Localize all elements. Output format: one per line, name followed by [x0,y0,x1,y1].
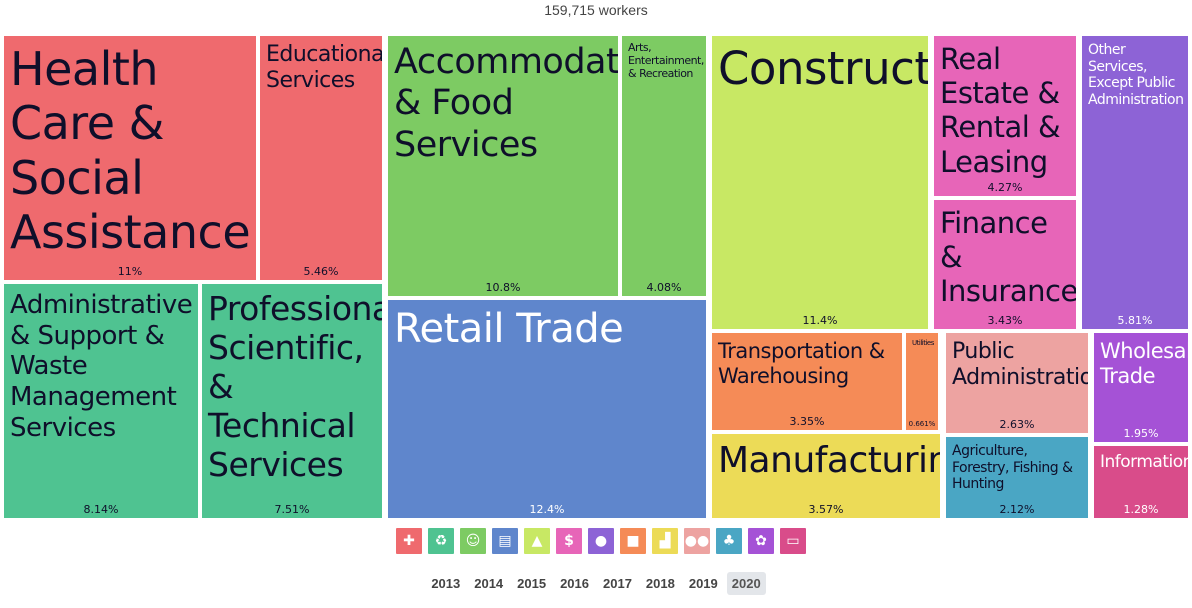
year-2015[interactable]: 2015 [517,576,547,591]
year-selector: 2013 2014 2015 2016 2017 2018 2019 2020 [0,572,1192,595]
treemap-tile[interactable]: Finance & Insurance 3.43% [932,198,1078,331]
truck-icon[interactable]: ■ [620,528,646,554]
health-icon[interactable]: ✚ [396,528,422,554]
treemap-tile[interactable]: Retail Trade 12.4% [386,298,708,520]
treemap-tile[interactable]: Other Services, Except Public Administra… [1080,34,1190,331]
tile-label: Accommodation & Food Services [394,42,620,165]
year-2019[interactable]: 2019 [688,576,718,591]
factory-icon[interactable]: ▟ [652,528,678,554]
tile-label: Agriculture, Forestry, Fishing & Hunting [952,443,1073,493]
person-icon[interactable]: ● [588,528,614,554]
treemap-tile[interactable]: Educational Services 5.46% [258,34,384,282]
tile-percent: 0.661% [908,420,936,428]
tile-percent: 3.57% [808,503,844,516]
tile-label: Educational Services [266,42,384,93]
treemap-tile[interactable]: Construction 11.4% [710,34,930,331]
tile-label: Real Estate & Rental & Leasing [940,42,1061,179]
people-icon[interactable]: ●● [684,528,710,554]
treemap-tile[interactable]: Arts, Entertainment, & Recreation 4.08% [620,34,708,298]
tile-label: Manufacturing [718,440,940,481]
tile-percent: 3.35% [789,415,825,428]
theater-masks-icon[interactable]: ☺ [460,528,486,554]
traffic-cone-icon[interactable]: ▲ [524,528,550,554]
tile-label: Other Services, Except Public Administra… [1088,42,1184,108]
computer-icon[interactable]: ▭ [780,528,806,554]
tile-label: Wholesale Trade [1100,339,1188,388]
money-house-icon[interactable]: $ [556,528,582,554]
tile-label: Arts, Entertainment, & Recreation [628,41,704,80]
treemap-tile[interactable]: Utilities 0.661% [904,331,940,432]
treemap-tile[interactable]: Health Care & Social Assistance 11% [2,34,258,282]
tile-percent: 4.08% [646,281,682,294]
tile-percent: 2.12% [999,503,1035,516]
store-icon[interactable]: ▤ [492,528,518,554]
year-2018[interactable]: 2018 [645,576,675,591]
year-2017[interactable]: 2017 [603,576,632,591]
tile-percent: 10.8% [485,281,521,294]
tile-label: Retail Trade [394,306,624,352]
year-2020[interactable]: 2020 [726,572,766,595]
tile-percent: 11% [117,265,143,278]
flower-icon[interactable]: ✿ [748,528,774,554]
tile-label: Administrative & Support & Waste Managem… [10,290,193,443]
treemap-tile[interactable]: Wholesale Trade 1.95% [1092,331,1190,444]
year-2016[interactable]: 2016 [560,576,589,591]
tile-label: Health Care & Social Assistance [10,42,251,259]
tile-percent: 11.4% [802,314,838,327]
treemap-tile[interactable]: Public Administration 2.63% [944,331,1090,435]
total-workers-label: 159,715 workers [544,2,648,18]
tile-label: Utilities [912,339,934,347]
tile-percent: 2.63% [999,418,1035,431]
tile-percent: 3.43% [987,314,1023,327]
year-2013[interactable]: 2013 [431,576,461,591]
treemap-tile[interactable]: Transportation & Warehousing 3.35% [710,331,904,432]
wheat-icon[interactable]: ♣ [716,528,742,554]
tile-percent: 12.4% [529,503,565,516]
treemap-tile[interactable]: Administrative & Support & Waste Managem… [2,282,200,520]
tile-label: Professional, Scientific, & Technical Se… [208,289,382,484]
year-2014[interactable]: 2014 [474,576,504,591]
tile-percent: 7.51% [274,503,310,516]
tile-percent: 8.14% [83,503,119,516]
tile-label: Finance & Insurance [940,206,1078,309]
tile-label: Information [1100,452,1190,472]
tile-label: Construction [718,42,930,95]
tile-percent: 5.81% [1117,314,1153,327]
tile-percent: 1.28% [1123,503,1159,516]
treemap-tile[interactable]: Real Estate & Rental & Leasing 4.27% [932,34,1078,198]
treemap-tile[interactable]: Information 1.28% [1092,444,1190,520]
industry-icon-bar: ✚ ♻ ☺ ▤ ▲ $ ● ■ ▟ ●● ♣ ✿ ▭ [396,528,806,554]
treemap-tile[interactable]: Manufacturing 3.57% [710,432,942,520]
recycle-icon[interactable]: ♻ [428,528,454,554]
tile-label: Transportation & Warehousing [718,339,885,388]
tile-percent: 5.46% [303,265,339,278]
treemap-tile[interactable]: Accommodation & Food Services 10.8% [386,34,620,298]
tile-label: Public Administration [952,339,1088,390]
tile-percent: 4.27% [987,181,1023,194]
treemap-tile[interactable]: Professional, Scientific, & Technical Se… [200,282,384,520]
tile-percent: 1.95% [1123,427,1159,440]
treemap-tile[interactable]: Agriculture, Forestry, Fishing & Hunting… [944,435,1090,520]
